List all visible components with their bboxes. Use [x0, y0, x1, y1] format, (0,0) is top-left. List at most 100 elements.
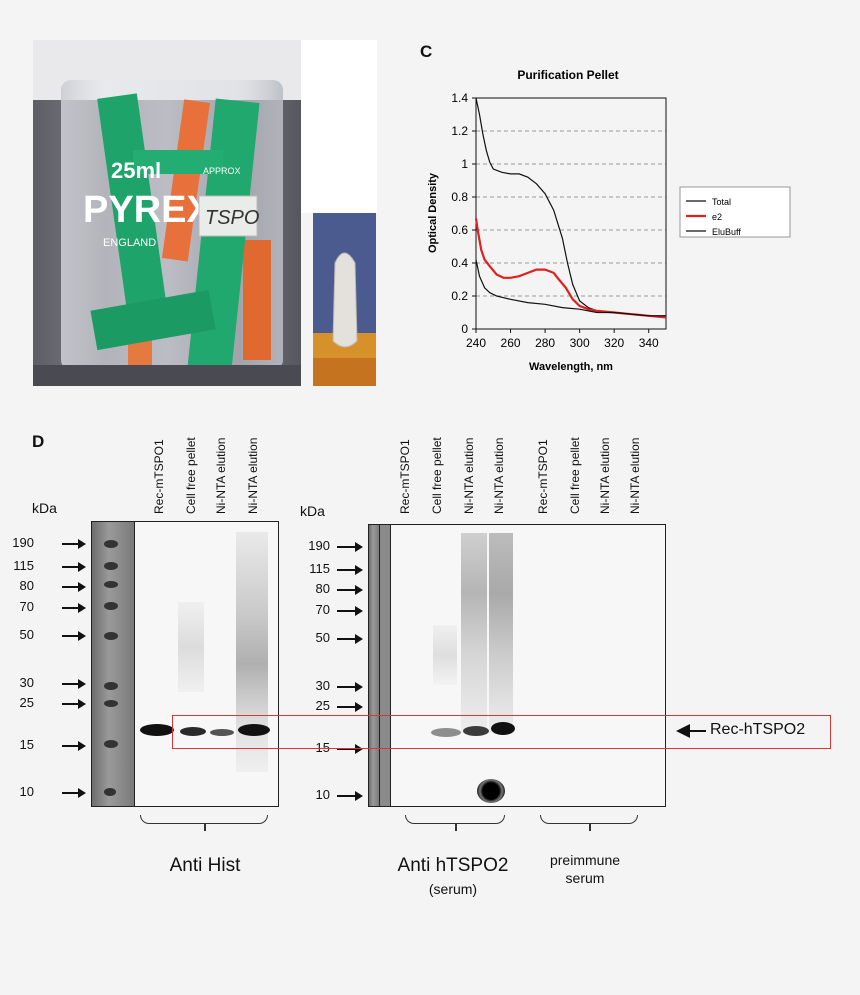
band-lane-3 [463, 726, 489, 736]
y-tick-label: 0.6 [451, 223, 468, 237]
band-lane-4 [491, 722, 515, 735]
lane-label-right-6: Cell free pellet [568, 437, 582, 514]
band-highlight-box [172, 715, 831, 749]
marker-right-190: 190 [308, 538, 330, 553]
panel-a-background [301, 40, 377, 213]
marker-right-25: 25 [315, 698, 330, 713]
kda-label-right: kDa [300, 503, 325, 519]
kda-label-left: kDa [32, 500, 57, 516]
ladder-band [104, 700, 118, 707]
x-tick-label: 340 [639, 336, 659, 350]
ladder-band [104, 632, 118, 640]
brace-anti-htspo2 [405, 815, 505, 831]
series-line-elubuff [475, 259, 666, 317]
marker-arrow-left-10 [62, 788, 86, 798]
marker-right-115: 115 [309, 561, 330, 576]
ladder-band [104, 562, 118, 570]
legend: Total e2 EluBuff [679, 186, 791, 238]
ladder-band [104, 581, 118, 588]
smear-lane-2 [178, 602, 204, 692]
marker-right-10: 10 [315, 787, 330, 802]
smear-lane-4 [489, 533, 513, 733]
smear-lane-3 [461, 533, 487, 733]
legend-label-e2: e2 [712, 212, 722, 222]
beaker-photo: 25ml APPROX PYREX ENGLAND TSPO [33, 40, 301, 386]
ladder-band [104, 540, 118, 548]
marker-arrow-right-115 [337, 565, 363, 575]
tube-photo [313, 213, 376, 386]
marker-left-190: 190 [12, 535, 34, 550]
marker-arrow-left-25 [62, 699, 86, 709]
brace-anti-hist [140, 815, 268, 831]
marker-arrow-left-80 [62, 582, 86, 592]
x-tick-label: 280 [535, 336, 555, 350]
ladder-band [104, 788, 116, 796]
lane-label-right-3: Ni-NTA elution [462, 437, 476, 514]
y-tick-label: 0 [461, 322, 468, 336]
lane-label-right-7: Ni-NTA elution [598, 437, 612, 514]
x-tick-label: 320 [604, 336, 624, 350]
band-lane-2 [431, 728, 461, 737]
y-tick-label: 1 [461, 157, 468, 171]
x-axis-label: Wavelength, nm [529, 361, 613, 373]
band-lane-1 [140, 724, 174, 736]
marker-arrow-right-25 [337, 702, 363, 712]
beaker-approx-text: APPROX [203, 166, 241, 176]
marker-right-80: 80 [315, 581, 330, 596]
panel-label-c: C [420, 42, 433, 61]
y-tick-label: 0.2 [451, 289, 468, 303]
blot-anti-htspo2 [368, 524, 666, 807]
series-line-e2 [474, 218, 667, 319]
marker-arrow-right-80 [337, 585, 363, 595]
marker-left-30: 30 [19, 675, 34, 690]
lane-label-right-1: Rec-mTSPO1 [398, 439, 412, 514]
marker-arrow-right-15 [337, 744, 363, 754]
lane-label-left-3: Ni-NTA elution [214, 437, 228, 514]
y-tick-label: 0.4 [451, 256, 468, 270]
marker-left-50: 50 [19, 627, 34, 642]
marker-left-10: 10 [19, 784, 34, 799]
band-pointer-arrow-icon [676, 724, 706, 738]
ladder-band [104, 602, 118, 610]
od-chart: Purification Pellet 0 0.2 0.4 0.6 0.8 1 1.2 1.4… [427, 68, 791, 373]
caption-serum: (serum) [428, 881, 478, 897]
caption-anti-htspo2: Anti hTSPO2 [397, 855, 509, 876]
marker-left-25: 25 [19, 695, 34, 710]
lane-label-right-2: Cell free pellet [430, 437, 444, 514]
marker-right-70: 70 [315, 602, 330, 617]
beaker-volume-text: 25ml [111, 158, 161, 183]
marker-right-30: 30 [315, 678, 330, 693]
marker-right-50: 50 [315, 630, 330, 645]
marker-left-15: 15 [19, 737, 34, 752]
marker-right-15: 15 [315, 740, 330, 755]
artifact-spot [477, 779, 505, 803]
y-tick-label: 1.4 [451, 91, 468, 105]
caption-anti-hist: Anti Hist [169, 855, 241, 876]
legend-label-total: Total [712, 197, 731, 207]
marker-left-80: 80 [19, 578, 34, 593]
band-lane-4 [238, 724, 270, 736]
brace-preimmune [540, 815, 638, 831]
ladder-lane-right-b [380, 525, 391, 806]
beaker-tag-text: TSPO [205, 207, 259, 229]
marker-arrow-left-190 [62, 539, 86, 549]
marker-left-70: 70 [19, 599, 34, 614]
panel-label-d: D [32, 432, 45, 451]
marker-arrow-left-50 [62, 631, 86, 641]
beaker-brand-text: PYREX [83, 189, 212, 231]
tube-illustration [313, 213, 376, 386]
lane-label-right-8: Ni-NTA elution [628, 437, 642, 514]
y-axis-label: Optical Density [427, 172, 439, 253]
marker-arrow-left-115 [62, 562, 86, 572]
x-tick-label: 260 [501, 336, 521, 350]
lane-label-right-5: Rec-mTSPO1 [536, 439, 550, 514]
chart-title: Purification Pellet [517, 68, 618, 82]
marker-left-115: 115 [13, 558, 34, 573]
smear-lane-2 [433, 625, 457, 685]
lane-label-right-4: Ni-NTA elution [492, 437, 506, 514]
caption-preimmune-serum: serum [565, 870, 605, 886]
blot-anti-hist [91, 521, 279, 807]
band-lane-3 [210, 729, 234, 736]
y-tick-label: 1.2 [451, 124, 468, 138]
lane-label-left-2: Cell free pellet [184, 437, 198, 514]
